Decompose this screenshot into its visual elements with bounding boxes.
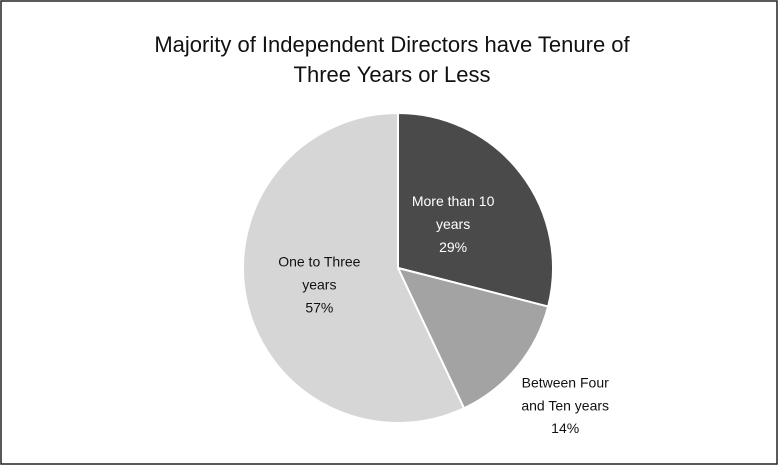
- pie-slice: [397, 111, 554, 308]
- value-label: 29%: [439, 239, 467, 255]
- slice-label-line: More than 10: [412, 193, 495, 209]
- chart-title: Three Years or Less: [294, 62, 491, 87]
- slice-label: One to Three years: [278, 253, 360, 292]
- slice-label: More than 10 years: [412, 193, 495, 232]
- value-label: 14%: [551, 420, 579, 436]
- pie-slice: [396, 266, 550, 410]
- chart-title: Majority of Independent Directors have T…: [154, 32, 630, 57]
- value-label: 57%: [305, 299, 333, 315]
- pie-slice: [242, 111, 466, 424]
- slice-label-line: years: [302, 276, 336, 292]
- slice-label-line: One to Three: [278, 253, 360, 269]
- slice-label-line: Between Four: [522, 374, 609, 390]
- slice-label: Between Four and Ten years: [521, 374, 609, 413]
- slice-label-line: and Ten years: [521, 397, 609, 413]
- slice-label-line: years: [436, 216, 470, 232]
